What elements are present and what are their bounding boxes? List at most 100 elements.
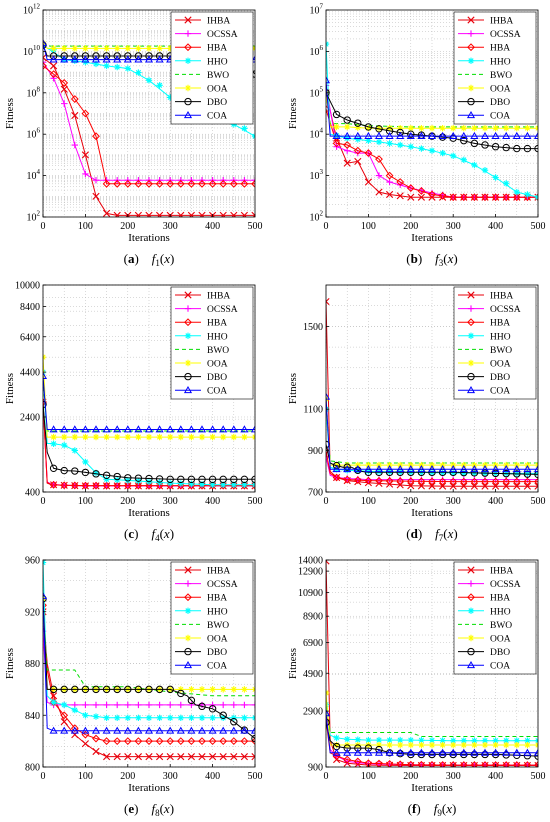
series-hho-marker [418,737,425,744]
series-coa-marker [250,425,255,433]
series-hho-marker [450,737,457,744]
x-tick-label: 400 [205,221,220,232]
series-hho-marker [241,125,248,132]
series-ooa-marker [92,45,100,52]
series-coa-marker [166,425,175,433]
legend-ooa-marker [184,359,192,367]
series-ocssa-marker [50,75,57,82]
y-axis-label: Fitness [287,98,299,129]
legend-label-hba: HBA [490,594,510,604]
series-group [43,353,255,490]
series-hba-marker [470,193,479,202]
chart-panel-e: 0 100 200 300 400 500 800 840 880 920 960 Iteration… [4,556,263,819]
legend-label-coa: COA [207,112,227,122]
series-ooa-marker [188,686,195,693]
legend-label-ocssa: OCSSA [490,305,521,315]
series-coa-marker [427,131,437,139]
series-hba-marker [251,737,255,746]
x-tick-label: 500 [531,771,546,782]
series-coa-marker [438,465,447,473]
series-dbo-marker [230,475,238,484]
series-hho-marker [103,62,110,70]
series-ooa-marker [209,433,216,441]
series-hho-marker [220,714,227,722]
legend: IHBA OCSSA HBA HHO BWO OOA DBO COA [453,11,537,125]
series-coa-marker [491,465,500,473]
y-tick-label: 800 [25,763,40,774]
series-hho-marker [513,470,520,477]
series-ooa-marker [439,741,446,749]
series-ooa-marker [103,433,110,441]
series-coa-marker [229,425,238,433]
series-line-coa [326,396,538,470]
series-group [326,40,538,202]
legend-label-ihba: IHBA [490,17,513,27]
series-ooa-marker [82,45,89,52]
series-hho-marker [460,737,467,744]
series-hho-marker [492,737,499,744]
series-hba-marker [229,179,238,188]
chart-panel-b: 0 100 200 300 400 500 102 103 104 105 106 107 Iterat… [287,3,546,269]
series-hho-marker [198,714,206,722]
series-hba-marker [251,179,255,188]
series-coa-marker [374,748,384,756]
series-coa-marker [438,748,447,756]
series-hba-marker [353,146,362,155]
series-hho-marker [188,480,195,488]
y-tick-label: 6900 [303,638,323,649]
series-hho-marker [375,138,383,146]
series-hba-marker [396,477,405,485]
series-group [326,297,538,490]
series-ihba-marker [502,482,510,490]
y-tick-label: 108 [27,85,41,99]
legend-hho-marker [184,607,192,614]
series-ooa-marker [177,433,184,441]
legend-coa-marker [183,385,193,394]
series-hba-marker [176,179,185,188]
series-hho-marker [418,145,425,152]
legend-ocssa-marker [184,30,192,37]
series-hho-marker [82,458,89,466]
series-ocssa-marker [103,701,110,709]
legend-label-coa: COA [490,387,510,397]
series-ihba-marker [219,753,227,761]
legend-ooa-marker [467,84,475,92]
series-dbo-marker [155,475,164,483]
series-hho-marker [503,737,510,744]
series-dbo-marker [71,467,79,475]
legend-box [453,561,537,675]
series-coa-marker [374,131,384,139]
series-line-dbo [43,598,255,739]
series-dbo-marker [219,711,227,719]
axes-frame [325,559,539,768]
series-hba-marker [481,193,489,202]
series-ocssa-marker [82,701,89,709]
series-coa-marker [134,425,143,433]
series-coa-marker [219,425,228,433]
legend-hba-marker [184,318,192,327]
series-hho-marker [103,476,110,483]
series-hba-marker [123,481,132,490]
series-dbo-marker [134,685,143,694]
series-hho-marker [524,737,531,744]
legend-label-coa: COA [490,112,510,122]
series-ooa-marker [156,45,163,52]
series-coa-marker [417,465,426,473]
series-coa-marker [396,465,405,473]
series-hba-marker [417,477,426,486]
legend-label-hba: HBA [207,44,227,54]
series-dbo-marker [364,123,373,131]
series-ihba-marker [92,747,100,756]
series-coa-marker [49,726,58,734]
series-ihba-marker [187,211,195,217]
x-tick-label: 0 [324,221,329,232]
series-hho-marker [230,481,237,488]
panel-caption: (e) f8(x) [124,801,174,818]
series-coa-marker [502,465,511,473]
series-coa-marker [113,726,122,734]
series-ocssa-marker [230,701,237,709]
series-hba-marker [187,481,196,490]
series-hho-marker [439,737,446,744]
series-hho-marker [365,137,372,144]
y-tick-label: 4900 [303,669,323,680]
